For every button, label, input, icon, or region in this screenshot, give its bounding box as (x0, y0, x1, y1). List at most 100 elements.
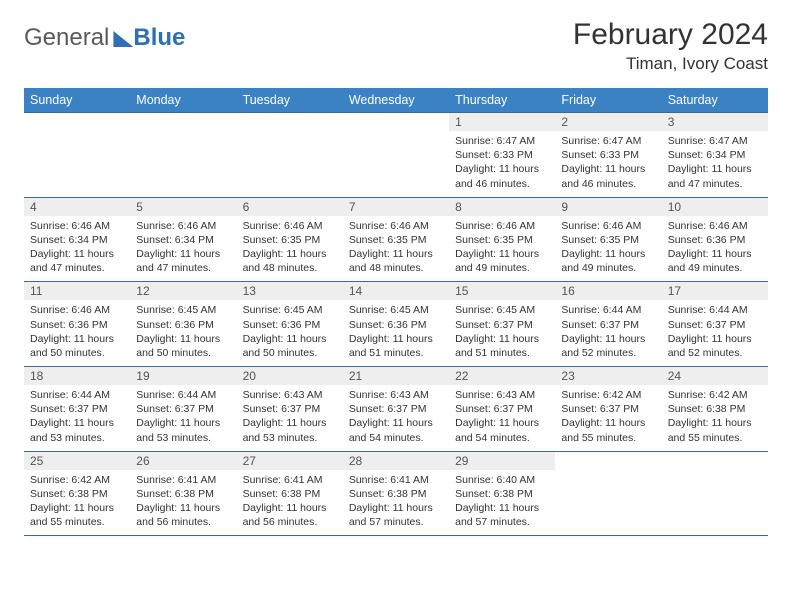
calendar-day-cell: 20Sunrise: 6:43 AMSunset: 6:37 PMDayligh… (237, 367, 343, 452)
calendar-day-cell: 16Sunrise: 6:44 AMSunset: 6:37 PMDayligh… (555, 282, 661, 367)
day-number: 18 (24, 367, 130, 385)
sunset-text: Sunset: 6:34 PM (668, 148, 762, 162)
sunset-text: Sunset: 6:37 PM (30, 402, 124, 416)
day-number: 2 (555, 113, 661, 131)
daylight-text: Daylight: 11 hours and 53 minutes. (243, 416, 337, 444)
daylight-text: Daylight: 11 hours and 56 minutes. (136, 501, 230, 529)
day-content: Sunrise: 6:46 AMSunset: 6:35 PMDaylight:… (555, 216, 661, 282)
daylight-text: Daylight: 11 hours and 54 minutes. (349, 416, 443, 444)
day-content: Sunrise: 6:41 AMSunset: 6:38 PMDaylight:… (237, 470, 343, 536)
day-number: 29 (449, 452, 555, 470)
day-content: Sunrise: 6:46 AMSunset: 6:35 PMDaylight:… (343, 216, 449, 282)
sunset-text: Sunset: 6:37 PM (349, 402, 443, 416)
sunrise-text: Sunrise: 6:45 AM (136, 303, 230, 317)
day-number: 1 (449, 113, 555, 131)
day-content: Sunrise: 6:46 AMSunset: 6:35 PMDaylight:… (237, 216, 343, 282)
sunset-text: Sunset: 6:35 PM (455, 233, 549, 247)
calendar-day-cell: 24Sunrise: 6:42 AMSunset: 6:38 PMDayligh… (662, 367, 768, 452)
sunset-text: Sunset: 6:37 PM (455, 318, 549, 332)
calendar-day-cell: 9Sunrise: 6:46 AMSunset: 6:35 PMDaylight… (555, 197, 661, 282)
day-number: 15 (449, 282, 555, 300)
sunset-text: Sunset: 6:35 PM (561, 233, 655, 247)
sunrise-text: Sunrise: 6:41 AM (136, 473, 230, 487)
logo-text-blue: Blue (133, 24, 185, 52)
day-content: Sunrise: 6:43 AMSunset: 6:37 PMDaylight:… (237, 385, 343, 451)
location-label: Timan, Ivory Coast (573, 54, 768, 74)
calendar-day-cell: 15Sunrise: 6:45 AMSunset: 6:37 PMDayligh… (449, 282, 555, 367)
weekday-friday: Friday (555, 88, 661, 113)
calendar-day-cell: 18Sunrise: 6:44 AMSunset: 6:37 PMDayligh… (24, 367, 130, 452)
day-number: 20 (237, 367, 343, 385)
sunrise-text: Sunrise: 6:46 AM (30, 303, 124, 317)
daylight-text: Daylight: 11 hours and 56 minutes. (243, 501, 337, 529)
sunset-text: Sunset: 6:38 PM (243, 487, 337, 501)
daylight-text: Daylight: 11 hours and 49 minutes. (668, 247, 762, 275)
calendar-day-cell: . (662, 451, 768, 536)
calendar-day-cell: 28Sunrise: 6:41 AMSunset: 6:38 PMDayligh… (343, 451, 449, 536)
sunset-text: Sunset: 6:37 PM (668, 318, 762, 332)
sunrise-text: Sunrise: 6:46 AM (668, 219, 762, 233)
calendar-day-cell: 13Sunrise: 6:45 AMSunset: 6:36 PMDayligh… (237, 282, 343, 367)
sunrise-text: Sunrise: 6:45 AM (349, 303, 443, 317)
calendar-day-cell: 1Sunrise: 6:47 AMSunset: 6:33 PMDaylight… (449, 113, 555, 198)
calendar-week-row: 4Sunrise: 6:46 AMSunset: 6:34 PMDaylight… (24, 197, 768, 282)
day-content: Sunrise: 6:47 AMSunset: 6:34 PMDaylight:… (662, 131, 768, 197)
sunrise-text: Sunrise: 6:46 AM (30, 219, 124, 233)
day-number: 25 (24, 452, 130, 470)
sunrise-text: Sunrise: 6:46 AM (455, 219, 549, 233)
sunrise-text: Sunrise: 6:42 AM (30, 473, 124, 487)
sunrise-text: Sunrise: 6:42 AM (668, 388, 762, 402)
day-content: Sunrise: 6:45 AMSunset: 6:36 PMDaylight:… (237, 300, 343, 366)
title-block: February 2024 Timan, Ivory Coast (573, 18, 768, 74)
sunset-text: Sunset: 6:38 PM (455, 487, 549, 501)
daylight-text: Daylight: 11 hours and 55 minutes. (561, 416, 655, 444)
daylight-text: Daylight: 11 hours and 52 minutes. (561, 332, 655, 360)
day-number: 14 (343, 282, 449, 300)
day-content: Sunrise: 6:44 AMSunset: 6:37 PMDaylight:… (130, 385, 236, 451)
logo-triangle-icon (113, 31, 133, 47)
sunset-text: Sunset: 6:36 PM (136, 318, 230, 332)
sunrise-text: Sunrise: 6:45 AM (243, 303, 337, 317)
sunrise-text: Sunrise: 6:44 AM (668, 303, 762, 317)
sunset-text: Sunset: 6:33 PM (561, 148, 655, 162)
sunrise-text: Sunrise: 6:43 AM (455, 388, 549, 402)
sunset-text: Sunset: 6:38 PM (136, 487, 230, 501)
sunset-text: Sunset: 6:38 PM (30, 487, 124, 501)
day-content: Sunrise: 6:42 AMSunset: 6:38 PMDaylight:… (662, 385, 768, 451)
sunset-text: Sunset: 6:34 PM (30, 233, 124, 247)
weekday-thursday: Thursday (449, 88, 555, 113)
sunset-text: Sunset: 6:36 PM (668, 233, 762, 247)
calendar-week-row: 18Sunrise: 6:44 AMSunset: 6:37 PMDayligh… (24, 367, 768, 452)
sunset-text: Sunset: 6:33 PM (455, 148, 549, 162)
day-content: Sunrise: 6:44 AMSunset: 6:37 PMDaylight:… (555, 300, 661, 366)
day-number: 7 (343, 198, 449, 216)
daylight-text: Daylight: 11 hours and 50 minutes. (243, 332, 337, 360)
calendar-day-cell: 25Sunrise: 6:42 AMSunset: 6:38 PMDayligh… (24, 451, 130, 536)
sunrise-text: Sunrise: 6:41 AM (243, 473, 337, 487)
daylight-text: Daylight: 11 hours and 55 minutes. (668, 416, 762, 444)
day-content: Sunrise: 6:40 AMSunset: 6:38 PMDaylight:… (449, 470, 555, 536)
sunrise-text: Sunrise: 6:44 AM (136, 388, 230, 402)
day-content: Sunrise: 6:46 AMSunset: 6:35 PMDaylight:… (449, 216, 555, 282)
day-content: Sunrise: 6:45 AMSunset: 6:36 PMDaylight:… (343, 300, 449, 366)
calendar-day-cell: . (343, 113, 449, 198)
daylight-text: Daylight: 11 hours and 57 minutes. (349, 501, 443, 529)
calendar-day-cell: 11Sunrise: 6:46 AMSunset: 6:36 PMDayligh… (24, 282, 130, 367)
sunrise-text: Sunrise: 6:46 AM (243, 219, 337, 233)
day-number: 26 (130, 452, 236, 470)
calendar-day-cell: . (24, 113, 130, 198)
daylight-text: Daylight: 11 hours and 49 minutes. (455, 247, 549, 275)
sunrise-text: Sunrise: 6:46 AM (561, 219, 655, 233)
daylight-text: Daylight: 11 hours and 50 minutes. (30, 332, 124, 360)
day-content: Sunrise: 6:45 AMSunset: 6:37 PMDaylight:… (449, 300, 555, 366)
calendar-day-cell: 4Sunrise: 6:46 AMSunset: 6:34 PMDaylight… (24, 197, 130, 282)
daylight-text: Daylight: 11 hours and 47 minutes. (668, 162, 762, 190)
calendar-day-cell: 7Sunrise: 6:46 AMSunset: 6:35 PMDaylight… (343, 197, 449, 282)
day-number: 4 (24, 198, 130, 216)
day-content: Sunrise: 6:46 AMSunset: 6:36 PMDaylight:… (24, 300, 130, 366)
sunset-text: Sunset: 6:35 PM (243, 233, 337, 247)
day-content: Sunrise: 6:44 AMSunset: 6:37 PMDaylight:… (662, 300, 768, 366)
weekday-sunday: Sunday (24, 88, 130, 113)
day-number: 23 (555, 367, 661, 385)
sunrise-text: Sunrise: 6:45 AM (455, 303, 549, 317)
